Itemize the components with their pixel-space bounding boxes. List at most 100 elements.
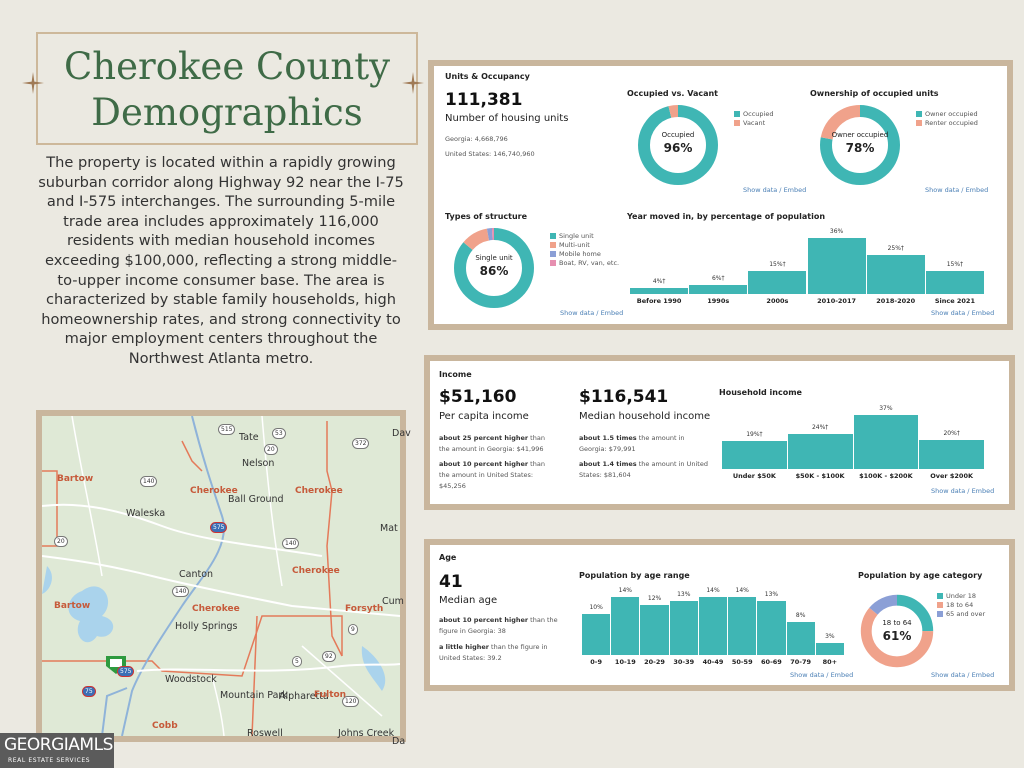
category-tick-label: 2018-2020 <box>876 297 916 305</box>
highway-shield-icon: 53 <box>272 428 286 439</box>
category-tick-label: 50-59 <box>731 658 753 666</box>
chart-bar[interactable] <box>853 415 919 469</box>
highway-shield-icon: 575 <box>117 666 135 677</box>
chart-bar[interactable] <box>698 597 728 655</box>
category-tick-label: Before 1990 <box>636 297 682 305</box>
highway-shield-icon: 75 <box>82 686 96 697</box>
chart-bar[interactable] <box>757 601 786 655</box>
age-category-center-label: 18 to 64 <box>882 619 912 627</box>
bar-value-label: 4%† <box>652 277 666 285</box>
structure-center-value: 86% <box>479 264 509 278</box>
map-place-label: Alpharetta <box>279 691 329 702</box>
bar-value-label: 14% <box>618 587 632 594</box>
bar-value-label: 13% <box>764 591 779 599</box>
age-category-show-data-link[interactable]: Show data / Embed <box>931 671 995 679</box>
bar-value-label: 24%† <box>811 423 829 431</box>
map-place-label: Cobb <box>152 721 178 731</box>
age-category-center: 18 to 64 61% <box>859 619 935 643</box>
chart-bar[interactable] <box>728 597 757 655</box>
legend-single-unit: Single unit <box>550 232 594 240</box>
sparkle-icon <box>402 72 424 94</box>
chart-bar[interactable] <box>925 270 984 294</box>
bar-value-label: 12% <box>647 595 662 603</box>
chart-bar[interactable] <box>866 255 925 294</box>
household-income-chart: 19%† Under $50K 24%† $50K - $100K 37% $100K -… <box>722 403 984 481</box>
chart-bar[interactable] <box>640 605 669 655</box>
logo-tagline: REAL ESTATE SERVICES <box>8 757 91 764</box>
map-place-label: Waleska <box>126 508 166 519</box>
donut-slice <box>860 594 934 668</box>
highway-shield-icon: 5 <box>292 656 302 667</box>
highway-shield-icon: 9 <box>348 624 358 635</box>
household-income-title: Household income <box>719 388 802 397</box>
chart-bar[interactable] <box>630 287 689 294</box>
category-tick-label: $50K - $100K <box>795 472 845 480</box>
occupancy-donut <box>638 105 718 185</box>
ownership-donut <box>820 105 900 185</box>
structure-donut <box>454 228 534 308</box>
category-tick-label: $100K - $200K <box>859 472 913 480</box>
age-range-show-data-link[interactable]: Show data / Embed <box>790 671 854 679</box>
category-tick-label: 70-79 <box>790 658 812 666</box>
map-place-label: Da <box>392 736 406 747</box>
structure-title: Types of structure <box>445 212 528 221</box>
income-header: Income <box>439 370 472 379</box>
bar-value-label: 37% <box>879 405 893 412</box>
chart-bar[interactable] <box>787 433 853 469</box>
chart-bar[interactable] <box>669 601 698 655</box>
per-capita-note-us: about 10 percent higher than the amount … <box>439 460 545 490</box>
map-place-label: Cherokee <box>295 486 343 496</box>
income-card: Income $51,160 Per capita income about 2… <box>430 361 1009 504</box>
map-place-label: Woodstock <box>165 674 217 685</box>
moved-show-data-link[interactable]: Show data / Embed <box>931 309 995 317</box>
housing-units-total: 111,381 <box>445 90 523 110</box>
category-tick-label: 40-49 <box>702 658 724 666</box>
chart-bar[interactable] <box>807 238 866 294</box>
chart-bar[interactable] <box>748 270 807 294</box>
highway-shield-icon: 372 <box>352 438 370 449</box>
ownership-show-data-link[interactable]: Show data / Embed <box>925 186 989 194</box>
bar-value-label: 13% <box>677 591 691 599</box>
median-age-value: 41 <box>439 572 463 592</box>
occupancy-center-value: 96% <box>663 141 693 155</box>
occupancy-center-label: Occupied <box>661 131 695 139</box>
map-place-label: Nelson <box>242 458 275 469</box>
units-us: United States: 146,740,960 <box>445 150 535 158</box>
chart-bar[interactable] <box>815 642 844 655</box>
legend-65-over: 65 and over <box>937 610 985 618</box>
age-header: Age <box>439 553 457 562</box>
income-card-frame: Income $51,160 Per capita income about 2… <box>424 355 1015 510</box>
structure-show-data-link[interactable]: Show data / Embed <box>560 309 624 317</box>
category-tick-label: Over $200K <box>930 472 974 480</box>
chart-bar[interactable] <box>611 597 640 655</box>
chart-bar[interactable] <box>689 284 748 294</box>
ownership-title: Ownership of occupied units <box>810 89 939 98</box>
ownership-center: Owner occupied 78% <box>818 131 902 155</box>
moved-in-title: Year moved in, by percentage of populati… <box>627 212 826 221</box>
occupancy-show-data-link[interactable]: Show data / Embed <box>743 186 807 194</box>
units-header: Units & Occupancy <box>445 72 530 81</box>
category-tick-label: 80+ <box>822 658 838 666</box>
map-place-label: Mat <box>380 523 398 534</box>
intro-paragraph: The property is located within a rapidly… <box>38 154 404 367</box>
map-place-label: Forsyth <box>345 604 384 614</box>
age-card-frame: Age 41 Median age about 10 percent highe… <box>424 539 1015 691</box>
occupancy-center: Occupied 96% <box>636 131 720 155</box>
chart-bar[interactable] <box>919 439 984 469</box>
age-range-title: Population by age range <box>579 571 690 580</box>
age-category-donut <box>860 594 934 668</box>
chart-bar[interactable] <box>786 621 815 655</box>
chart-bar[interactable] <box>582 613 611 655</box>
age-category-center-value: 61% <box>882 629 912 643</box>
income-show-data-link[interactable]: Show data / Embed <box>931 487 995 495</box>
ownership-center-value: 78% <box>845 141 875 155</box>
median-age-note-georgia: about 10 percent higher than the figure … <box>439 616 558 635</box>
chart-bar[interactable] <box>722 441 787 469</box>
county-map[interactable]: Tate Nelson Bartow Cherokee Ball Ground Chero… <box>36 410 411 747</box>
moved-in-chart: 4%† Before 1990 6%† 1990s 15%† 2000s 36% 2010-2… <box>630 226 984 306</box>
units-georgia: Georgia: 4,668,796 <box>445 135 508 143</box>
age-range-chart: 10% 0-9 14% 10-19 12% 20-29 13% 30-39 14% 40-49 14… <box>582 585 844 667</box>
donut-slice <box>820 105 900 185</box>
highway-shield-icon: 140 <box>282 538 300 549</box>
highway-shield-icon: 575 <box>210 522 228 533</box>
